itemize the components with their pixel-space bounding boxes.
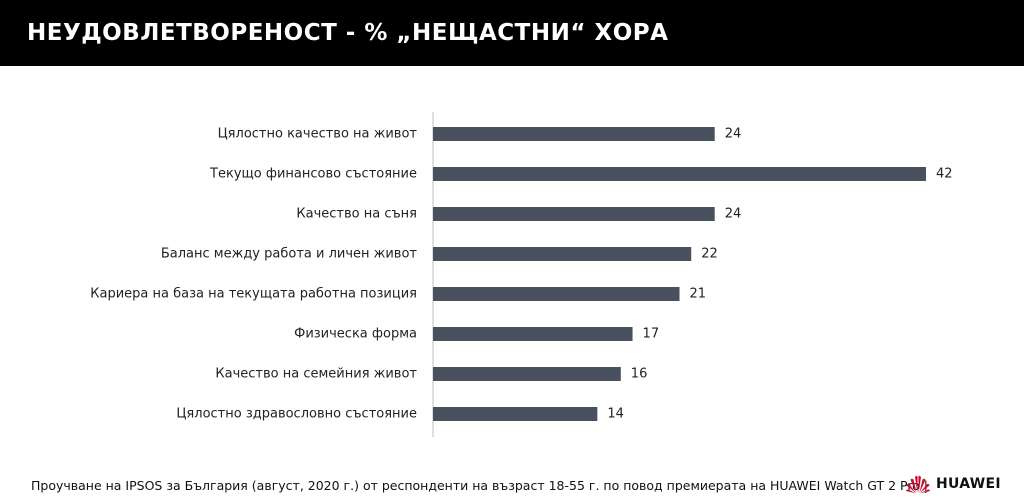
category-label: Кариера на база на текущата работна пози… bbox=[90, 287, 417, 302]
huawei-flower-icon bbox=[906, 475, 930, 494]
category-label: Цялостно здравословно състояние bbox=[176, 407, 417, 422]
bar bbox=[433, 127, 715, 141]
footer: Проучване на IPSOS за България (август, … bbox=[0, 473, 1024, 496]
page-title: НЕУДОВЛЕТВОРЕНОСТ - % „НЕЩАСТНИ“ ХОРА bbox=[27, 20, 669, 46]
bar bbox=[433, 367, 621, 381]
data-label: 24 bbox=[725, 207, 742, 222]
category-label: Цялостно качество на живот bbox=[218, 127, 418, 142]
data-label: 17 bbox=[643, 327, 660, 342]
bar bbox=[433, 287, 680, 301]
data-label: 16 bbox=[631, 367, 648, 382]
brand-name: HUAWEI bbox=[936, 476, 1001, 492]
data-label: 24 bbox=[725, 127, 742, 142]
data-label: 21 bbox=[690, 287, 707, 302]
header-bar: НЕУДОВЛЕТВОРЕНОСТ - % „НЕЩАСТНИ“ ХОРА bbox=[0, 0, 1024, 66]
data-label: 22 bbox=[701, 247, 718, 262]
data-label: 14 bbox=[607, 407, 624, 422]
category-label: Физическа форма bbox=[294, 327, 417, 342]
bar bbox=[433, 207, 715, 221]
category-label: Текущо финансово състояние bbox=[209, 167, 417, 182]
bar bbox=[433, 407, 598, 421]
category-label: Качество на съня bbox=[296, 207, 417, 222]
brand-logo: HUAWEI bbox=[905, 473, 1001, 495]
source-note: Проучване на IPSOS за България (август, … bbox=[31, 478, 929, 493]
data-label: 42 bbox=[936, 167, 953, 182]
bar bbox=[433, 247, 692, 261]
category-label: Баланс между работа и личен живот bbox=[161, 247, 418, 262]
bar bbox=[433, 327, 633, 341]
bar-chart: Цялостно качество на живот 24 Текущо финан… bbox=[90, 112, 953, 437]
category-label: Качество на семейния живот bbox=[215, 367, 417, 382]
bar bbox=[433, 167, 926, 181]
